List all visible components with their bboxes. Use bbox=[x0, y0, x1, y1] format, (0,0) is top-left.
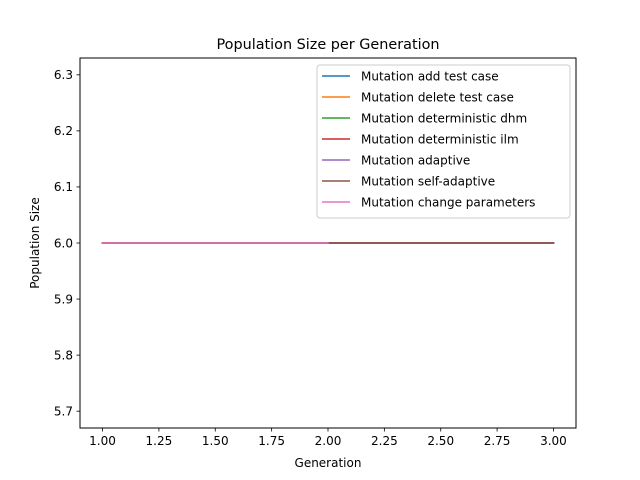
x-tick-label: 2.25 bbox=[371, 434, 398, 448]
y-tick-label: 6.3 bbox=[54, 68, 73, 82]
legend-label: Mutation add test case bbox=[361, 69, 499, 83]
y-tick-label: 6.0 bbox=[54, 236, 73, 250]
y-tick-label: 6.2 bbox=[54, 124, 73, 138]
legend: Mutation add test case Mutation delete te… bbox=[316, 64, 571, 219]
y-tick-label: 5.9 bbox=[54, 292, 73, 306]
y-axis-label: Population Size bbox=[28, 197, 42, 289]
y-tick-label: 6.1 bbox=[54, 180, 73, 194]
x-tick-label: 2.50 bbox=[427, 434, 454, 448]
plot-frame bbox=[79, 57, 577, 429]
x-tick-label: 1.25 bbox=[146, 434, 173, 448]
legend-box bbox=[316, 64, 571, 219]
legend-label: Mutation deterministic dhm bbox=[361, 111, 527, 125]
x-tick-label: 2.75 bbox=[484, 434, 511, 448]
y-tick-label: 5.8 bbox=[54, 348, 73, 362]
y-axis: 5.7 5.8 5.9 6.0 6.1 6.2 6.3 bbox=[54, 68, 80, 418]
legend-label: Mutation change parameters bbox=[361, 195, 535, 209]
x-tick-label: 1.00 bbox=[89, 434, 116, 448]
y-tick-label: 5.7 bbox=[54, 404, 73, 418]
legend-label: Mutation delete test case bbox=[361, 90, 514, 104]
legend-label: Mutation self-adaptive bbox=[361, 174, 495, 188]
legend-label: Mutation adaptive bbox=[361, 153, 470, 167]
legend-label: Mutation deterministic ilm bbox=[361, 132, 519, 146]
x-tick-label: 1.75 bbox=[258, 434, 285, 448]
x-tick-label: 1.50 bbox=[202, 434, 229, 448]
x-axis: 1.00 1.25 1.50 1.75 2.00 2.25 2.50 2.75 3.00 bbox=[89, 428, 567, 448]
x-axis-label: Generation bbox=[295, 456, 362, 470]
x-tick-label: 3.00 bbox=[540, 434, 567, 448]
x-tick-label: 2.00 bbox=[315, 434, 342, 448]
chart-title: Population Size per Generation bbox=[216, 37, 439, 53]
